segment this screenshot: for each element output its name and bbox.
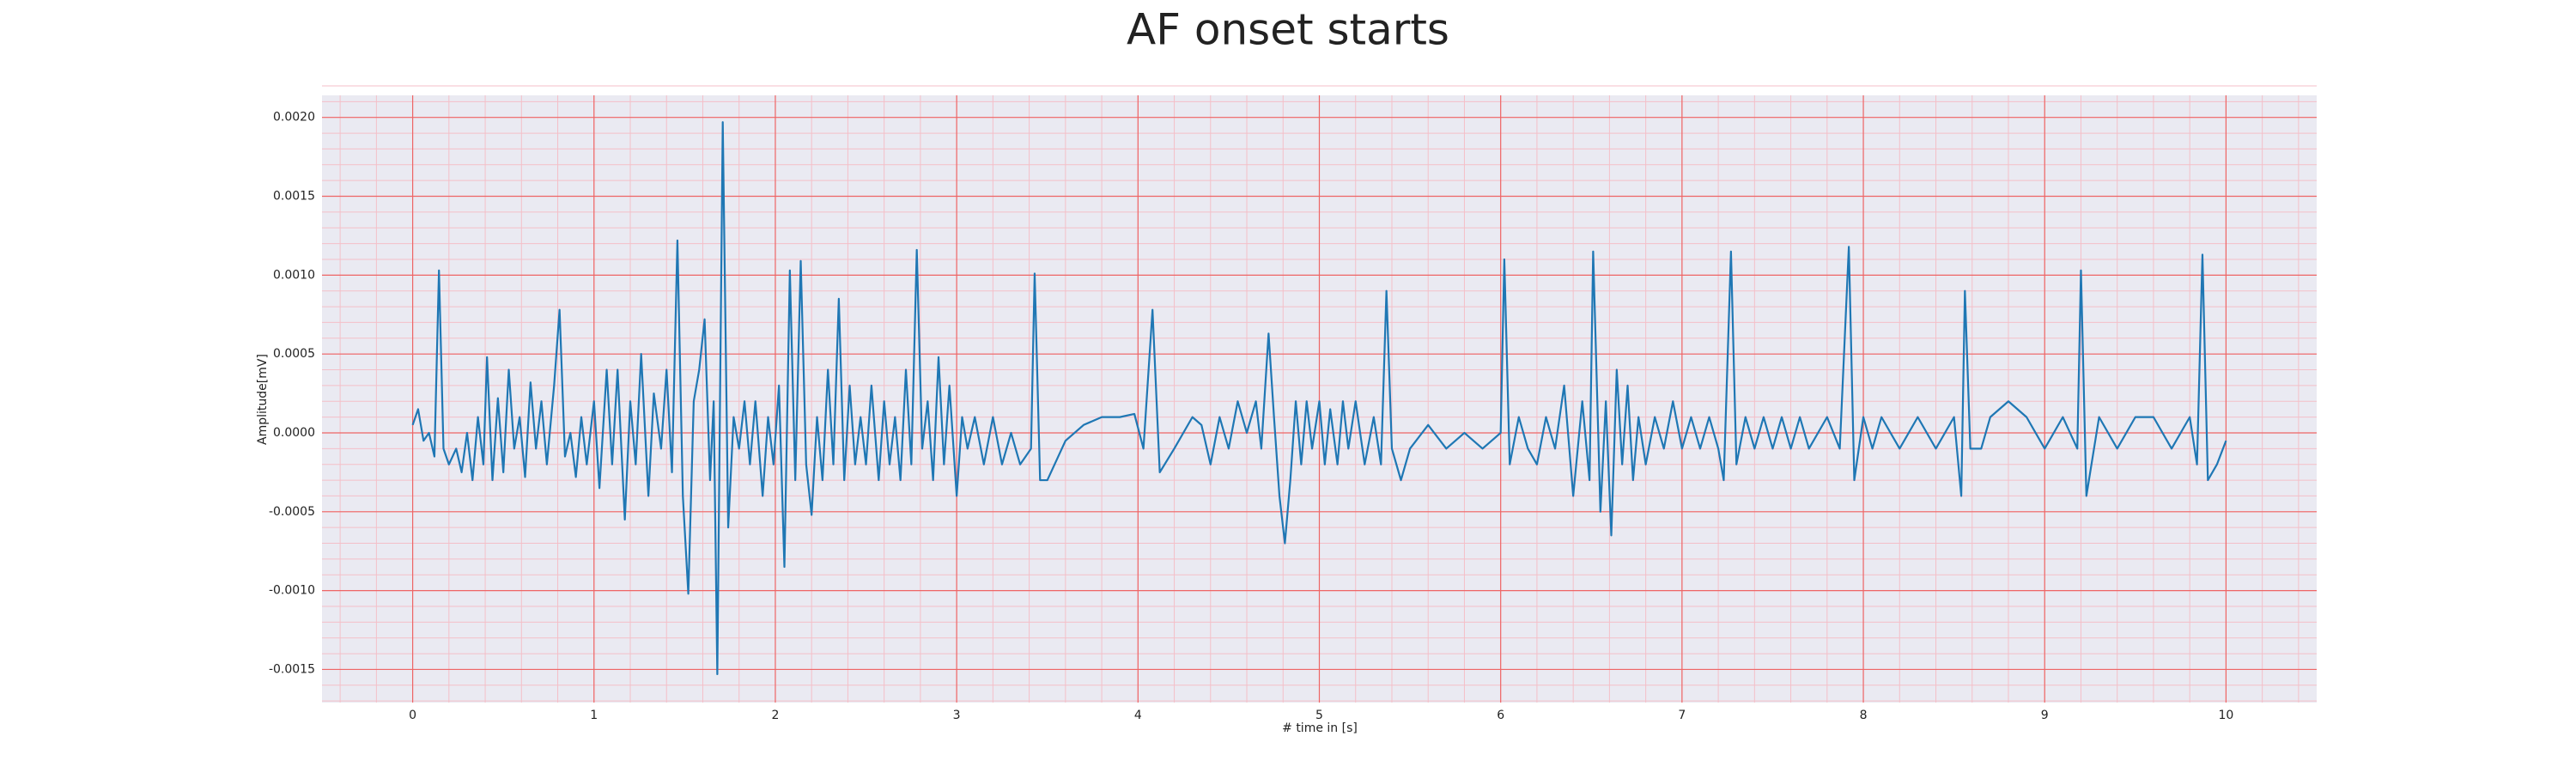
y-tick-label: 0.0015 [273, 190, 315, 204]
x-tick-label: 3 [953, 709, 961, 722]
x-tick-label: 9 [2041, 709, 2049, 722]
y-tick-label: 0.0000 [273, 426, 315, 440]
y-tick-label: 0.0010 [273, 268, 315, 282]
y-tick-label: -0.0005 [269, 505, 315, 519]
signal-line [411, 121, 2227, 676]
y-tick-label: -0.0015 [269, 662, 315, 676]
x-tick-label: 6 [1497, 709, 1504, 722]
x-axis-label: # time in [s] [1282, 721, 1358, 735]
chart-title: AF onset starts [1127, 5, 1449, 55]
x-tick-label: 5 [1315, 709, 1323, 722]
y-tick-label: -0.0010 [269, 584, 315, 598]
y-axis-label: Amplitude[mV] [256, 354, 270, 445]
y-tick-label: 0.0020 [273, 111, 315, 125]
x-tick-label: 2 [771, 709, 779, 722]
y-tick-label: 0.0005 [273, 347, 315, 361]
x-tick-label: 1 [590, 709, 598, 722]
x-tick-label: 8 [1860, 709, 1868, 722]
x-tick-label: 10 [2218, 709, 2233, 722]
x-tick-label: 7 [1678, 709, 1686, 722]
x-tick-label: 4 [1134, 709, 1142, 722]
x-tick-label: 0 [409, 709, 416, 722]
